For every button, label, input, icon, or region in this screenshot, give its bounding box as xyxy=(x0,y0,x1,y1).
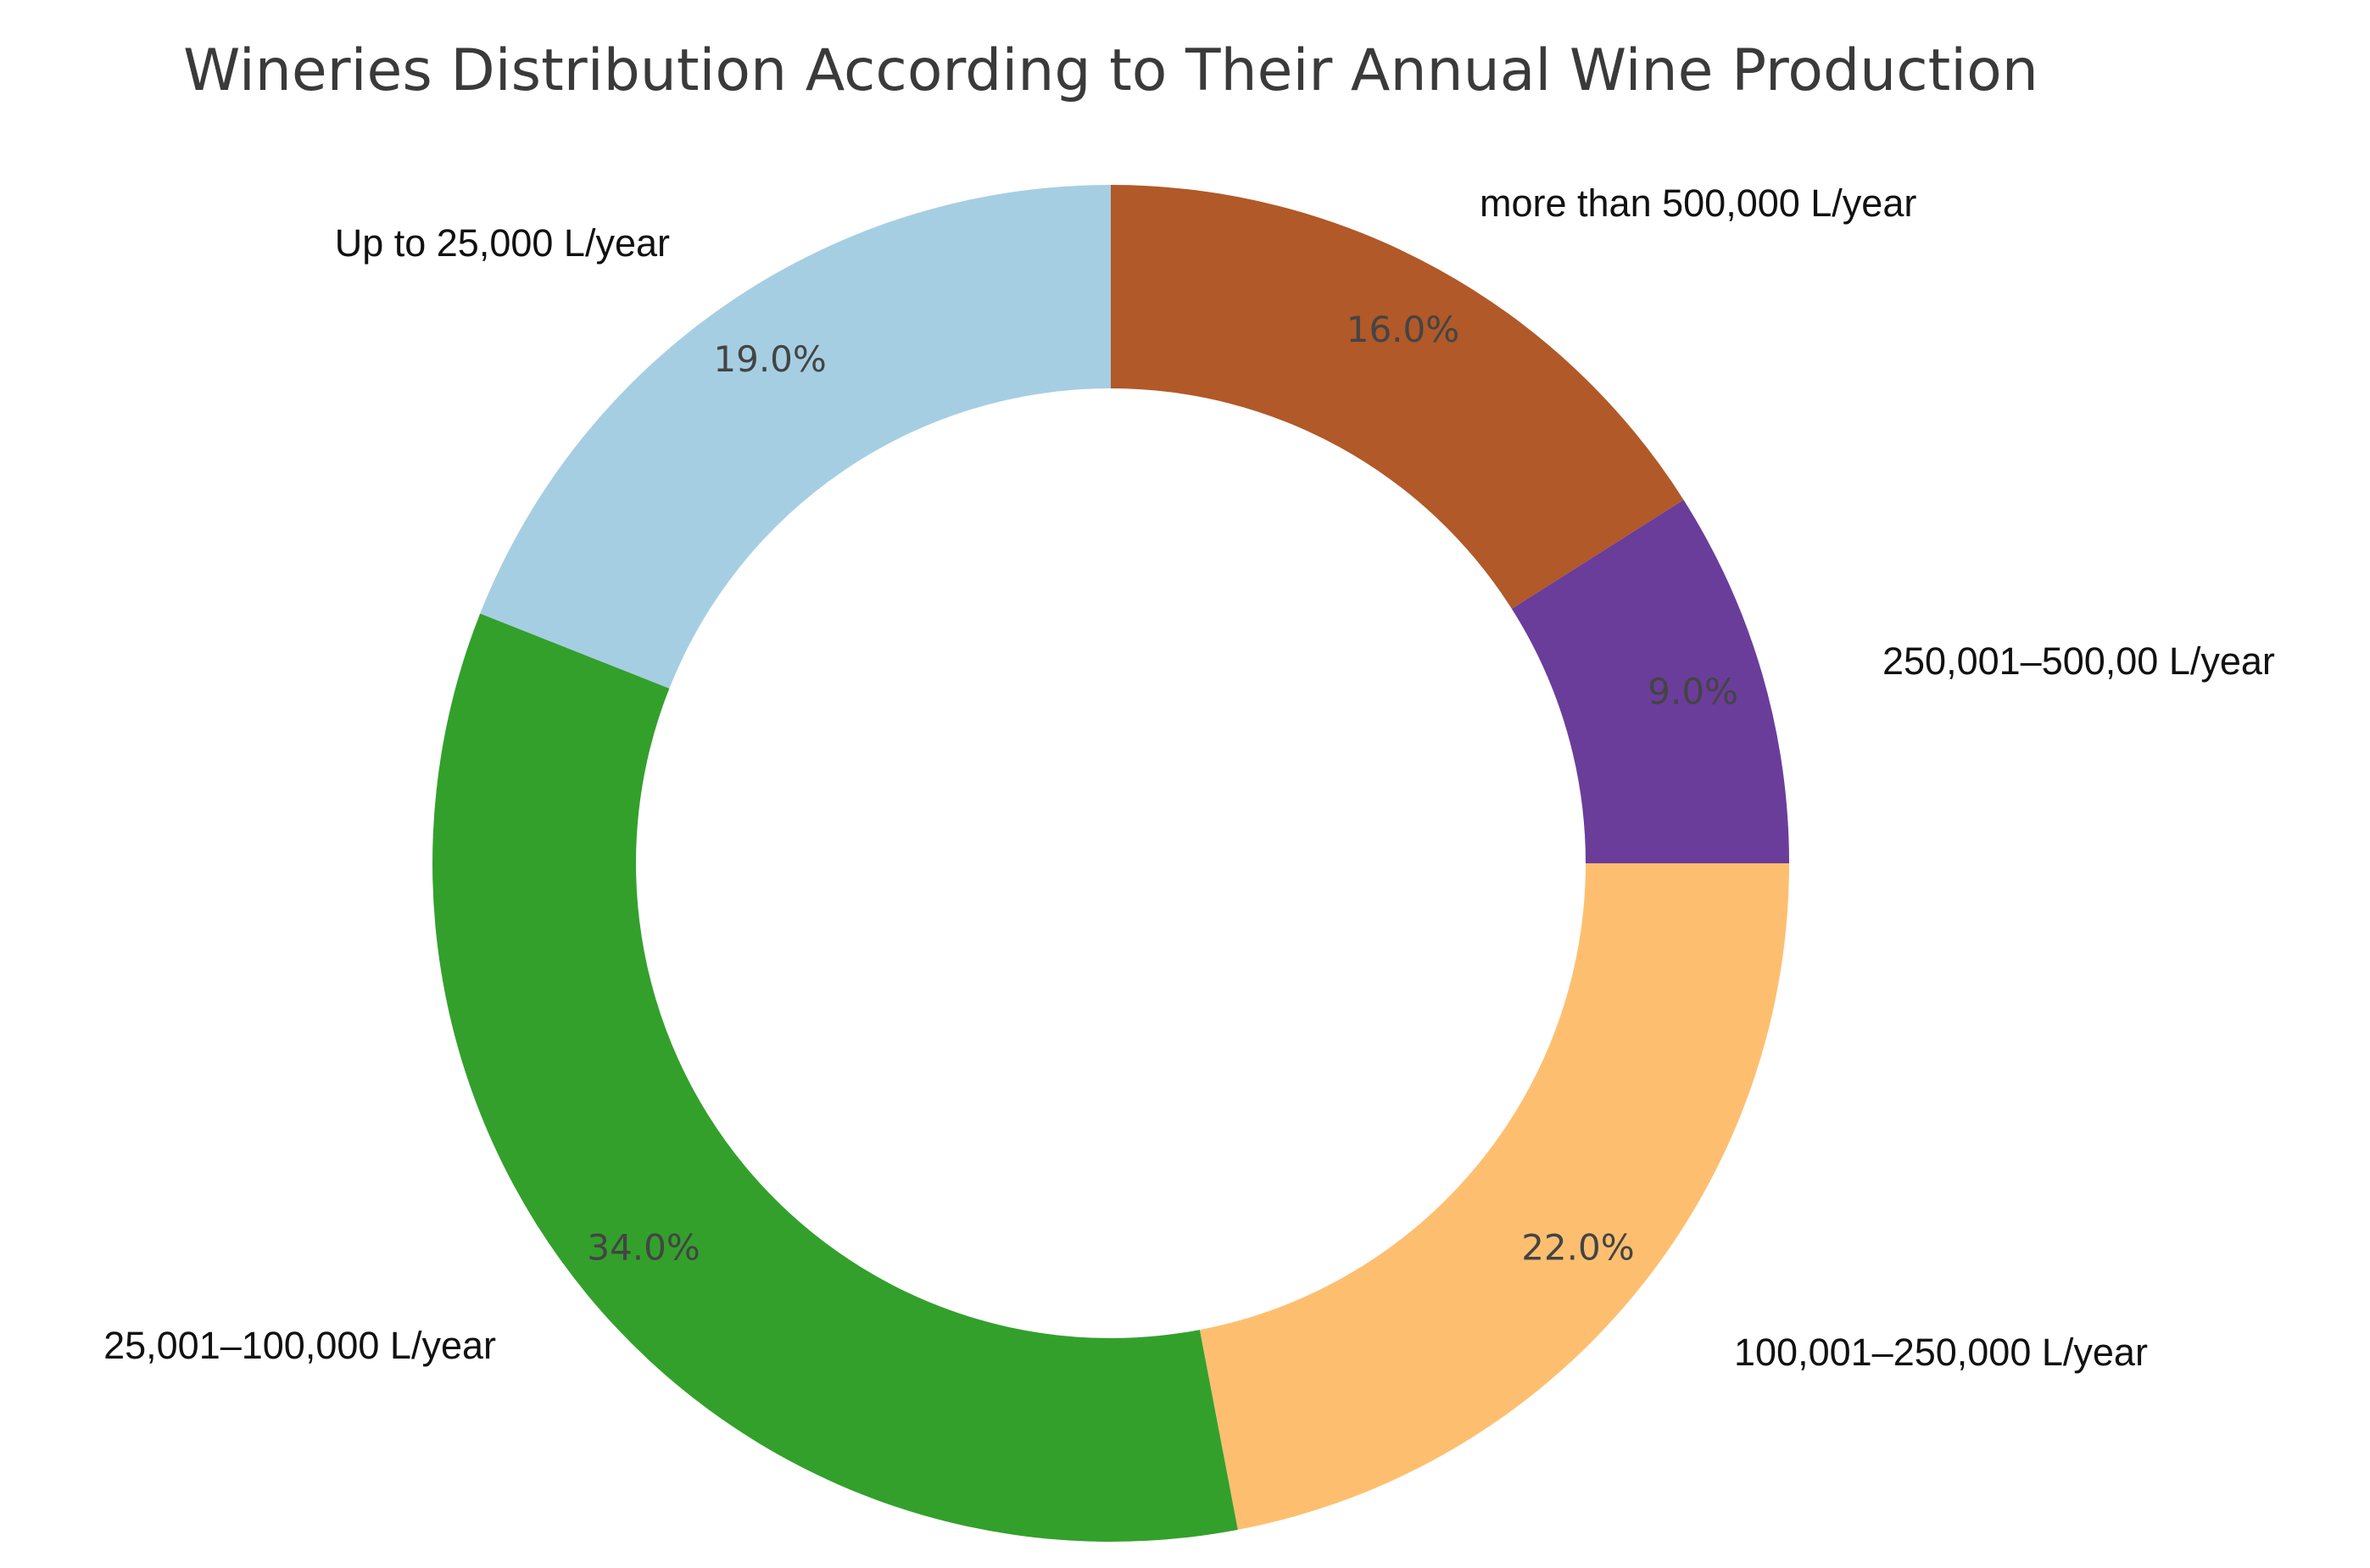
donut-slice xyxy=(1199,863,1789,1530)
donut-slice xyxy=(432,613,1238,1542)
chart-title: Wineries Distribution According to Their… xyxy=(183,37,2038,104)
slice-category-label: 100,001–250,000 L/year xyxy=(1734,1331,2148,1374)
donut-slice xyxy=(1111,185,1684,609)
donut-slice xyxy=(1511,499,1789,863)
slice-percentage-label: 22.0% xyxy=(1521,1226,1634,1268)
slice-category-label: 250,001–500,00 L/year xyxy=(1882,639,2275,683)
percentage-labels: 19.0% 34.0% 22.0% 9.0% 16.0% xyxy=(587,309,1738,1268)
category-labels: Up to 25,000 L/year 25,001–100,000 L/year… xyxy=(103,181,2275,1374)
slice-category-label: more than 500,000 L/year xyxy=(1480,181,1916,225)
donut-slices xyxy=(432,185,1789,1542)
slice-category-label: Up to 25,000 L/year xyxy=(335,221,670,265)
slice-category-label: 25,001–100,000 L/year xyxy=(103,1324,496,1367)
donut-slice xyxy=(480,185,1111,689)
slice-percentage-label: 9.0% xyxy=(1648,671,1738,712)
slice-percentage-label: 16.0% xyxy=(1347,309,1459,350)
slice-percentage-label: 19.0% xyxy=(713,338,826,380)
slice-percentage-label: 34.0% xyxy=(587,1226,700,1268)
